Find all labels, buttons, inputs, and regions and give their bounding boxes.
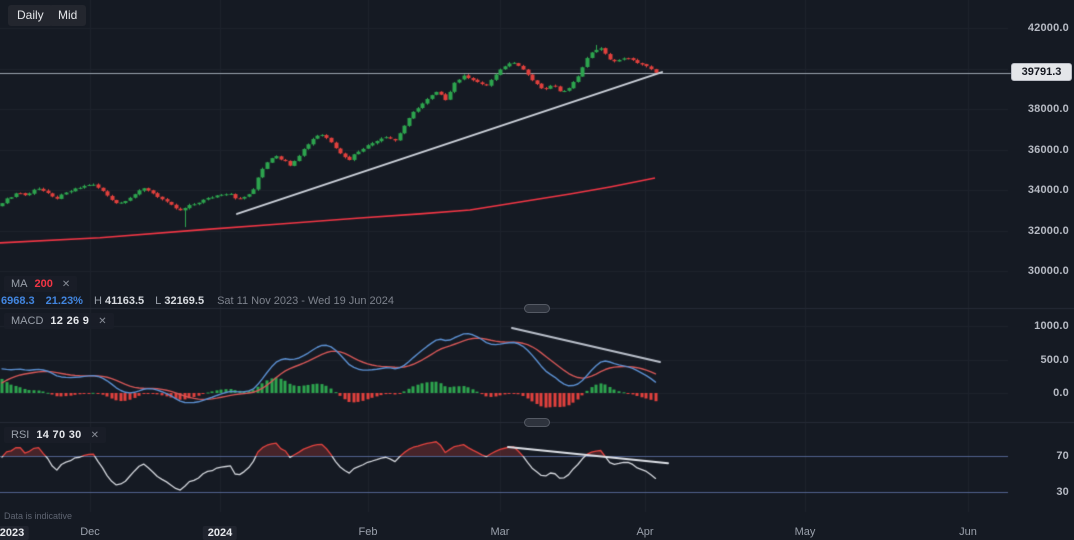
remove-ma-icon[interactable]: ✕ [61,278,71,290]
pane-resize-handle-macd[interactable] [524,304,550,313]
pane-resize-handle-rsi[interactable] [524,418,550,427]
time-axis-label: Jun [959,526,977,538]
low-value: 32169.5 [164,295,205,307]
time-axis-label: 2024 [202,526,238,540]
timeframe-daily-button[interactable]: Daily [8,5,53,26]
low-label: L [155,295,162,307]
remove-rsi-icon[interactable]: ✕ [90,429,99,441]
time-axis-label: 2023 [0,526,30,540]
change-value: 6968.3 [1,295,35,307]
macd-label: MACD [11,315,44,327]
time-axis-label: Apr [636,526,654,538]
macd-indicator-legend: MACD 12 26 9 ✕ [4,313,114,329]
time-axis-label: Mar [490,526,510,538]
price-axis-tick: 32000.0 [1027,224,1069,237]
rsi-label: RSI [11,429,30,441]
macd-params: 12 26 9 [50,315,90,327]
last-price-tag: 39791.3 [1011,63,1072,81]
high-label: H [93,295,102,307]
price-axis-tick: 36000.0 [1027,143,1069,156]
macd-axis-tick: 0.0 [1053,387,1069,399]
date-range: Sat 11 Nov 2023 - Wed 19 Jun 2024 [217,295,395,307]
high-value: 41163.5 [104,295,145,307]
rsi-axis-tick: 70 [1056,450,1069,462]
macd-axis-tick: 500.0 [1040,353,1069,366]
time-axis-label: Feb [358,526,378,538]
change-percent: 21.23% [45,295,83,307]
ma-indicator-legend: MA 200 ✕ [4,276,78,292]
ma-period: 200 [34,278,53,290]
price-axis-tick: 38000.0 [1027,103,1069,115]
macd-axis-tick: 1000.0 [1034,320,1069,332]
price-type-mid-button[interactable]: Mid [49,5,87,26]
price-axis-tick: 30000.0 [1027,265,1069,277]
data-indicative-note: Data is indicative [4,511,73,521]
remove-macd-icon[interactable]: ✕ [98,315,107,327]
instrument-stats-row: 6968.3 21.23% H 41163.5 L 32169.5 Sat 11… [1,295,394,307]
time-axis-label: Dec [80,526,100,538]
price-axis-tick: 34000.0 [1027,184,1069,196]
price-axis-tick: 42000.0 [1027,22,1069,34]
ma-label: MA [11,278,28,290]
rsi-axis-tick: 30 [1056,486,1069,498]
time-axis-label: May [794,526,816,538]
rsi-params: 14 70 30 [36,429,82,441]
rsi-indicator-legend: RSI 14 70 30 ✕ [4,427,106,443]
